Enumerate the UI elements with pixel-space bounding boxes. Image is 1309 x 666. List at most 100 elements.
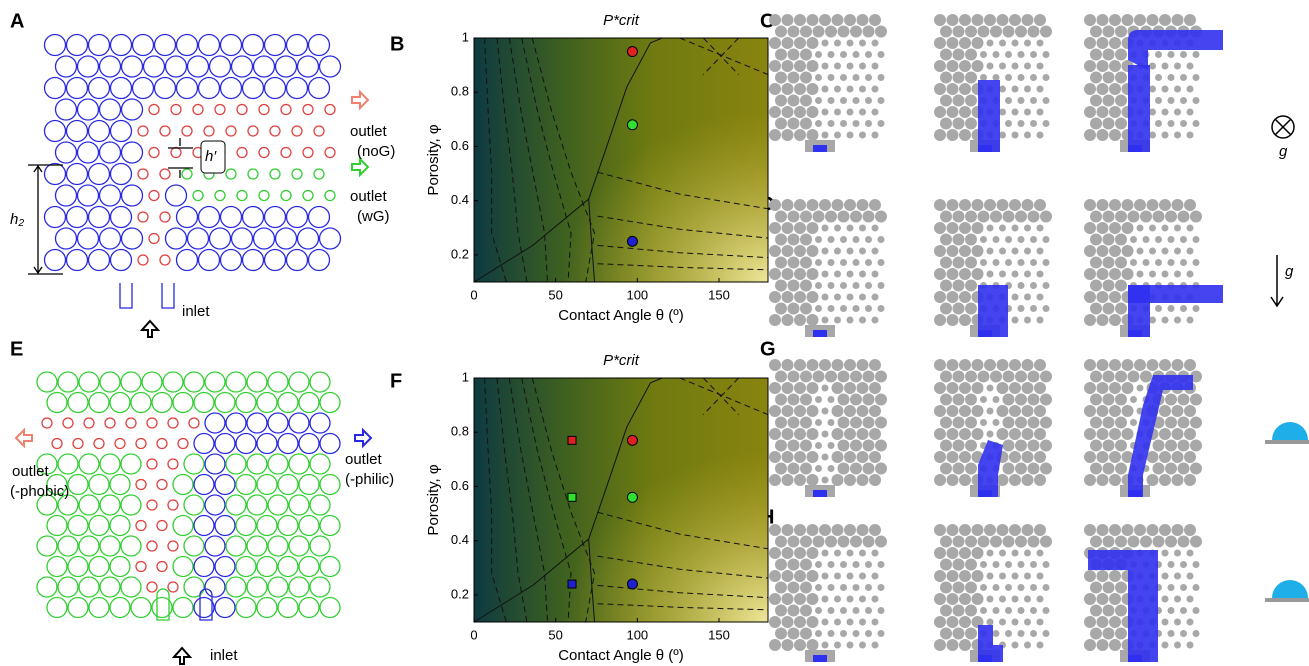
pillar [807, 268, 819, 280]
pillar [863, 211, 875, 223]
pore [257, 516, 277, 536]
pore [121, 372, 141, 392]
pillar [1168, 630, 1175, 637]
pillar [1015, 536, 1027, 548]
pillar [1097, 291, 1109, 303]
pillar [1153, 536, 1165, 548]
pillar [857, 405, 869, 417]
pillar [878, 51, 885, 58]
pillar [1162, 63, 1169, 70]
pore [268, 454, 288, 474]
pillar [934, 616, 946, 628]
pillar [990, 371, 1002, 383]
pore [138, 169, 148, 179]
pillar [940, 49, 952, 61]
pillar [794, 129, 806, 141]
pillar [769, 570, 781, 582]
pore [168, 418, 178, 428]
pillar [1168, 584, 1175, 591]
pillar [1109, 382, 1121, 394]
pillar [999, 573, 1006, 580]
pillar [1103, 371, 1115, 383]
pillar [947, 83, 959, 95]
pore [110, 393, 130, 413]
pillar [980, 396, 987, 403]
pillar [934, 199, 946, 211]
pillar [815, 74, 822, 81]
pillar [838, 26, 850, 38]
pillar [1184, 14, 1196, 26]
pillar [1090, 95, 1102, 107]
pillar [1018, 74, 1025, 81]
pillar [1130, 236, 1137, 243]
pillar [1097, 199, 1109, 211]
pillar [769, 314, 781, 326]
pillar [794, 199, 806, 211]
pore [111, 164, 132, 185]
pore [149, 191, 159, 201]
pillar [1040, 536, 1052, 548]
pillar [972, 199, 984, 211]
pillar [794, 593, 806, 605]
pore [210, 56, 231, 77]
pore [111, 35, 132, 56]
pillar [959, 314, 971, 326]
pillar [934, 60, 946, 72]
pillar [1162, 132, 1169, 139]
pore [100, 99, 121, 120]
pore [168, 582, 178, 592]
pillar [1018, 561, 1025, 568]
pillar [934, 222, 946, 234]
pore [136, 521, 146, 531]
pillar [1097, 14, 1109, 26]
pillar [1178, 536, 1190, 548]
pillar [834, 271, 841, 278]
pillar [878, 120, 885, 127]
pillar [1180, 584, 1187, 591]
pore [78, 228, 99, 249]
pillar [834, 40, 841, 47]
pore [45, 250, 66, 271]
pillar [769, 245, 781, 257]
pillar [840, 607, 847, 614]
pore [67, 78, 88, 99]
pillar [807, 547, 819, 559]
pore [205, 372, 225, 392]
pillar [972, 14, 984, 26]
pore [147, 459, 157, 469]
pillar [993, 74, 1000, 81]
label: outlet [350, 188, 388, 205]
pore [287, 78, 308, 99]
pillar [859, 86, 866, 93]
pillar [847, 619, 854, 626]
pore [247, 413, 267, 433]
pore [111, 250, 132, 271]
pillar [1037, 271, 1044, 278]
pore [199, 250, 220, 271]
pillar [825, 371, 837, 383]
pillar [822, 132, 829, 139]
pillar [822, 385, 829, 392]
pillar [990, 536, 1002, 548]
pillar [782, 83, 794, 95]
pillar [1115, 371, 1127, 383]
pillar [965, 559, 977, 571]
pillar [947, 593, 959, 605]
pore [68, 516, 88, 536]
pore [221, 78, 242, 99]
pillar [1122, 268, 1134, 280]
pore [292, 169, 302, 179]
pillar [853, 259, 860, 266]
pillar [993, 259, 1000, 266]
pillar [807, 222, 819, 234]
pillar [822, 642, 829, 649]
pore [298, 228, 319, 249]
y-tick-label: 0.8 [451, 424, 469, 439]
pillar [1103, 118, 1115, 130]
pillar [1040, 371, 1052, 383]
pore [194, 434, 214, 454]
pillar [1003, 371, 1015, 383]
pillar [1012, 109, 1019, 116]
pillar [1193, 236, 1200, 243]
pillar [863, 536, 875, 548]
